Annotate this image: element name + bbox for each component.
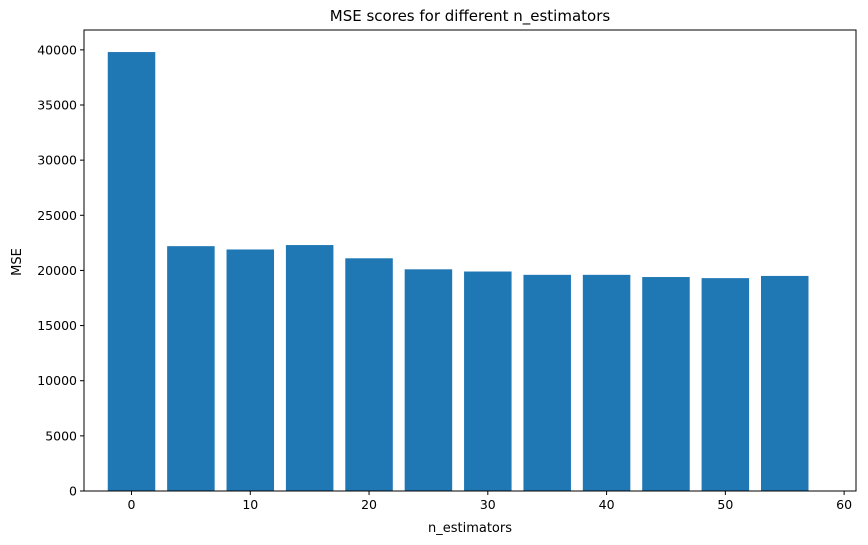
bar-5 [167,246,215,491]
bar-35 [523,274,571,491]
axes-layer: 0 10 20 30 40 50 60 0 5000 10000 15000 20000 25000 30… [37,29,857,512]
bar-15 [285,245,334,491]
x-tick-label: 50 [717,497,733,512]
y-tick-label: 25000 [37,208,77,223]
bar-0 [107,52,156,492]
y-tick-label: 30000 [37,153,77,168]
y-tick-label: 15000 [37,318,77,333]
bar-10 [226,249,275,491]
chart-title: MSE scores for different n_estimators [330,7,611,26]
bar-25 [404,269,453,491]
x-tick-label: 0 [128,497,136,512]
x-tick-label: 20 [361,497,377,512]
x-tick-label: 10 [242,497,258,512]
bar-20 [345,258,393,491]
y-tick-label: 10000 [37,373,77,388]
y-tick-label: 5000 [45,428,77,443]
y-tick-label: 40000 [37,42,77,57]
bars-layer [107,52,809,492]
plot-frame [83,29,857,492]
bar-45 [642,277,690,491]
y-tick-label: 20000 [37,263,77,278]
y-axis-label: MSE [10,248,25,276]
x-axis-label: n_estimators [428,521,512,536]
bar-50 [701,278,750,491]
y-tick-label: 35000 [37,97,77,112]
x-tick-label: 40 [599,497,615,512]
x-tick-label: 30 [480,497,496,512]
bar-40 [582,274,631,491]
y-tick-label: 0 [69,484,77,499]
x-tick-label: 60 [836,497,852,512]
bar-30 [464,271,512,491]
bar-55 [760,275,809,491]
